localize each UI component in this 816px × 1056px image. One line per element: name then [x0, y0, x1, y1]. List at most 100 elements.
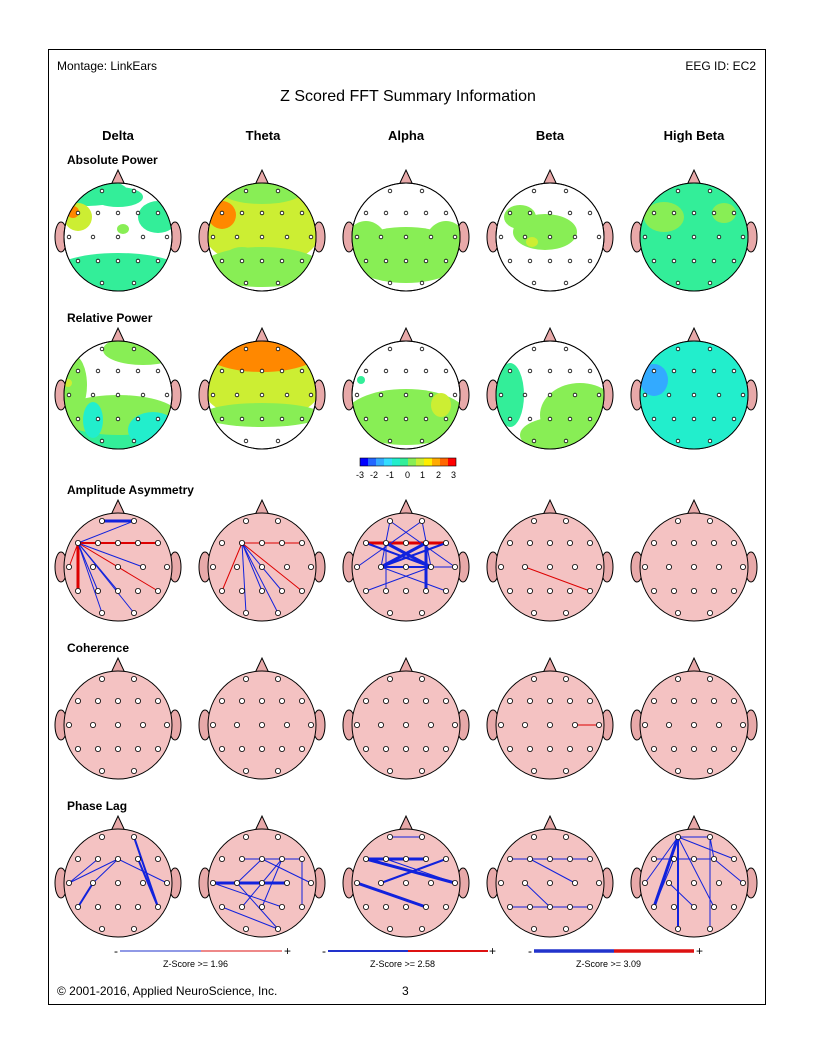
electrode-cz	[403, 392, 409, 398]
electrode-c3	[234, 234, 240, 240]
connection-line	[652, 836, 680, 908]
electrode-f7	[218, 698, 225, 705]
electrode-f8	[731, 698, 738, 705]
scalp-outline	[207, 182, 317, 292]
electrode-f4	[711, 856, 718, 863]
electrode-f3	[95, 368, 101, 374]
electrode-f4	[711, 540, 718, 547]
electrode-t6	[154, 588, 161, 595]
electrode-p3	[239, 258, 245, 264]
electrode-fp2	[130, 676, 137, 683]
electrode-c4	[572, 564, 579, 571]
electrode-pz	[691, 416, 697, 422]
electrode-cz	[115, 234, 121, 240]
electrode-t3	[353, 722, 360, 729]
electrode-f3	[238, 540, 245, 547]
connection-line	[241, 542, 263, 592]
electrode-p4	[278, 746, 285, 753]
electrode-fz	[115, 210, 121, 216]
legend-plus: +	[489, 944, 497, 958]
electrode-fp1	[531, 834, 538, 841]
connection-line	[77, 542, 119, 592]
electrode-f7	[651, 698, 658, 705]
electrode-fp1	[99, 518, 106, 525]
head	[54, 168, 182, 292]
head	[486, 168, 614, 292]
scale-tick: 3	[451, 470, 457, 480]
electrode-c4	[427, 722, 434, 729]
electrode-o1	[675, 610, 682, 617]
electrode-f3	[95, 698, 102, 705]
electrode-p4	[567, 904, 574, 911]
electrode-fp1	[243, 346, 249, 352]
electrode-o1	[675, 926, 682, 933]
legend-plus: +	[284, 944, 292, 958]
electrode-f7	[75, 540, 82, 547]
electrode-t6	[442, 588, 449, 595]
electrode-o1	[531, 768, 538, 775]
zscore-region	[526, 237, 538, 247]
electrode-o2	[707, 926, 714, 933]
electrode-o1	[99, 610, 106, 617]
connection-line	[380, 566, 447, 592]
electrode-t4	[163, 564, 170, 571]
electrode-fp2	[418, 676, 425, 683]
electrode-t3	[66, 234, 72, 240]
electrode-t5	[219, 416, 225, 422]
electrode-f4	[567, 698, 574, 705]
electrode-c3	[377, 564, 384, 571]
head	[630, 498, 758, 622]
electrode-f4	[134, 540, 141, 547]
electrode-f8	[298, 856, 305, 863]
electrode-t6	[298, 588, 305, 595]
electrode-t4	[163, 880, 170, 887]
electrode-t3	[354, 392, 360, 398]
electrode-o2	[274, 926, 281, 933]
electrode-f4	[711, 368, 717, 374]
electrode-t6	[587, 904, 594, 911]
electrode-c3	[90, 722, 97, 729]
electrode-t6	[298, 904, 305, 911]
connection-line	[713, 858, 744, 884]
electrode-p3	[671, 416, 677, 422]
electrode-f3	[527, 540, 534, 547]
electrode-fz	[402, 856, 409, 863]
electrode-pz	[402, 746, 409, 753]
electrode-pz	[402, 904, 409, 911]
band-theta: Theta	[245, 128, 281, 143]
band-high-beta: High Beta	[663, 128, 725, 143]
electrode-f3	[238, 698, 245, 705]
color-scale-segment	[376, 458, 384, 466]
zscore-region	[504, 205, 536, 229]
electrode-cz	[258, 722, 265, 729]
electrode-t6	[299, 258, 305, 264]
electrode-cz	[115, 722, 122, 729]
electrode-fp1	[243, 188, 249, 194]
electrode-t3	[209, 564, 216, 571]
page-title: Z Scored FFT Summary Information	[280, 88, 536, 105]
electrode-f4	[278, 540, 285, 547]
electrode-t4	[596, 564, 603, 571]
electrode-p3	[383, 258, 389, 264]
electrode-p4	[422, 746, 429, 753]
electrode-f7	[219, 368, 225, 374]
electrode-f3	[671, 856, 678, 863]
electrode-c4	[284, 234, 290, 240]
electrode-o1	[675, 768, 682, 775]
zscore-region	[83, 402, 103, 438]
electrode-p3	[671, 258, 677, 264]
electrode-fz	[258, 698, 265, 705]
color-scale-segment	[424, 458, 432, 466]
band-delta: Delta	[102, 128, 134, 143]
electrode-f3	[527, 368, 533, 374]
electrode-c3	[522, 564, 529, 571]
electrode-f3	[671, 210, 677, 216]
electrode-t4	[308, 234, 314, 240]
scale-tick: 2	[436, 470, 442, 480]
electrode-c4	[139, 722, 146, 729]
electrode-t3	[642, 880, 649, 887]
legend-minus: -	[114, 944, 118, 958]
electrode-pz	[547, 588, 554, 595]
electrode-o2	[131, 280, 137, 286]
electrode-c4	[283, 880, 290, 887]
